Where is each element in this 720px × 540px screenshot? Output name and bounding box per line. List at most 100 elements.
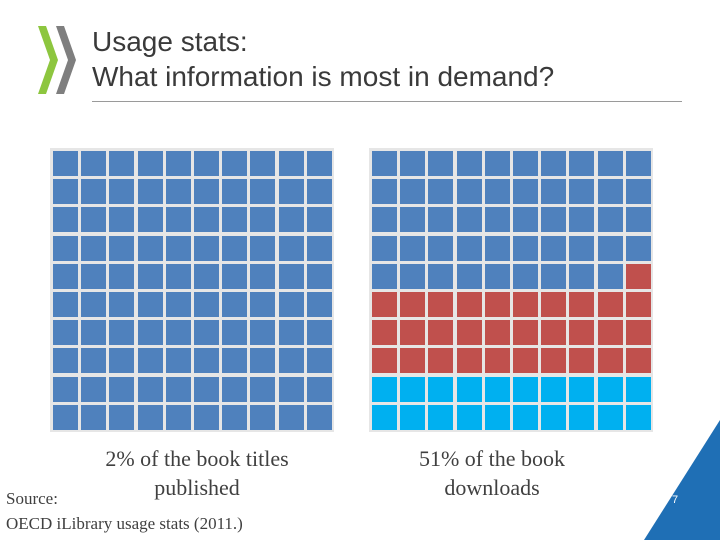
- waffle-cell: [372, 320, 397, 346]
- waffle-cell: [137, 376, 163, 402]
- waffle-cell: [194, 292, 219, 317]
- waffle-cell: [513, 179, 538, 205]
- waffle-cell: [278, 376, 304, 402]
- waffle-cell: [109, 151, 135, 176]
- waffle-cell: [541, 179, 567, 205]
- waffle-cell: [194, 348, 219, 374]
- waffle-chart-titles-published: [50, 148, 334, 432]
- waffle-cell: [513, 292, 538, 317]
- waffle-cell: [456, 320, 482, 346]
- waffle-cell: [137, 179, 163, 205]
- waffle-cell: [81, 235, 107, 261]
- waffle-cell: [109, 207, 135, 233]
- waffle-cell: [456, 235, 482, 261]
- waffle-cell: [428, 376, 454, 402]
- waffle-cell: [53, 320, 78, 346]
- waffle-cell: [250, 179, 276, 205]
- waffle-cell: [306, 235, 332, 261]
- waffle-cell: [541, 235, 567, 261]
- waffle-cell: [306, 207, 332, 233]
- waffle-cell: [278, 207, 304, 233]
- waffle-cell: [428, 151, 454, 176]
- waffle-cell: [109, 263, 135, 289]
- waffle-cell: [428, 348, 454, 374]
- waffle-cell: [400, 263, 426, 289]
- waffle-cell: [81, 376, 107, 402]
- title-divider: [92, 101, 682, 102]
- waffle-cell: [597, 151, 623, 176]
- waffle-cell: [278, 404, 304, 430]
- waffle-cell: [306, 179, 332, 205]
- waffle-cell: [165, 292, 191, 317]
- waffle-cell: [513, 151, 538, 176]
- waffle-cell: [165, 235, 191, 261]
- waffle-cell: [625, 207, 651, 233]
- waffle-cell: [53, 348, 78, 374]
- slide-title-line-2: What information is most in demand?: [92, 61, 555, 92]
- waffle-cell: [222, 263, 248, 289]
- waffle-cell: [456, 263, 482, 289]
- waffle-cell: [428, 263, 454, 289]
- waffle-cell: [484, 151, 510, 176]
- caption-downloads: 51% of the book downloads: [418, 446, 566, 500]
- waffle-cell: [400, 235, 426, 261]
- waffle-cell: [541, 348, 567, 374]
- waffle-cell: [222, 179, 248, 205]
- waffle-cell: [194, 263, 219, 289]
- waffle-cell: [597, 376, 623, 402]
- waffle-cell: [400, 404, 426, 430]
- waffle-cell: [194, 376, 219, 402]
- waffle-cell: [53, 151, 78, 176]
- waffle-cell: [569, 207, 595, 233]
- waffle-cell: [109, 235, 135, 261]
- waffle-cell: [53, 179, 78, 205]
- waffle-cell: [428, 404, 454, 430]
- waffle-cell: [81, 263, 107, 289]
- waffle-cell: [569, 348, 595, 374]
- waffle-cell: [194, 320, 219, 346]
- waffle-cell: [109, 320, 135, 346]
- waffle-cell: [541, 320, 567, 346]
- waffle-cell: [428, 320, 454, 346]
- waffle-cell: [222, 292, 248, 317]
- waffle-cell: [400, 376, 426, 402]
- waffle-cell: [194, 207, 219, 233]
- waffle-cell: [484, 292, 510, 317]
- waffle-cell: [165, 263, 191, 289]
- waffle-cell: [137, 151, 163, 176]
- waffle-cell: [625, 404, 651, 430]
- waffle-cell: [541, 263, 567, 289]
- waffle-cell: [222, 320, 248, 346]
- waffle-cell: [569, 179, 595, 205]
- waffle-cell: [456, 348, 482, 374]
- waffle-cell: [278, 320, 304, 346]
- waffle-cell: [484, 320, 510, 346]
- waffle-cell: [625, 348, 651, 374]
- waffle-cell: [81, 404, 107, 430]
- waffle-cell: [569, 235, 595, 261]
- waffle-cell: [372, 376, 397, 402]
- waffle-cell: [372, 348, 397, 374]
- waffle-cell: [541, 376, 567, 402]
- waffle-cell: [165, 376, 191, 402]
- waffle-cell: [278, 179, 304, 205]
- waffle-cell: [306, 404, 332, 430]
- waffle-cell: [597, 292, 623, 317]
- waffle-cell: [137, 404, 163, 430]
- waffle-cell: [81, 151, 107, 176]
- waffle-cell: [278, 263, 304, 289]
- waffle-cell: [513, 320, 538, 346]
- waffle-cell: [81, 320, 107, 346]
- waffle-cell: [250, 235, 276, 261]
- waffle-cell: [372, 207, 397, 233]
- waffle-cell: [250, 348, 276, 374]
- waffle-cell: [456, 292, 482, 317]
- waffle-cell: [372, 179, 397, 205]
- waffle-cell: [625, 235, 651, 261]
- waffle-cell: [456, 151, 482, 176]
- waffle-cell: [278, 292, 304, 317]
- oecd-logo-icon: [38, 26, 76, 94]
- waffle-cell: [137, 207, 163, 233]
- waffle-cell: [109, 292, 135, 317]
- waffle-cell: [137, 235, 163, 261]
